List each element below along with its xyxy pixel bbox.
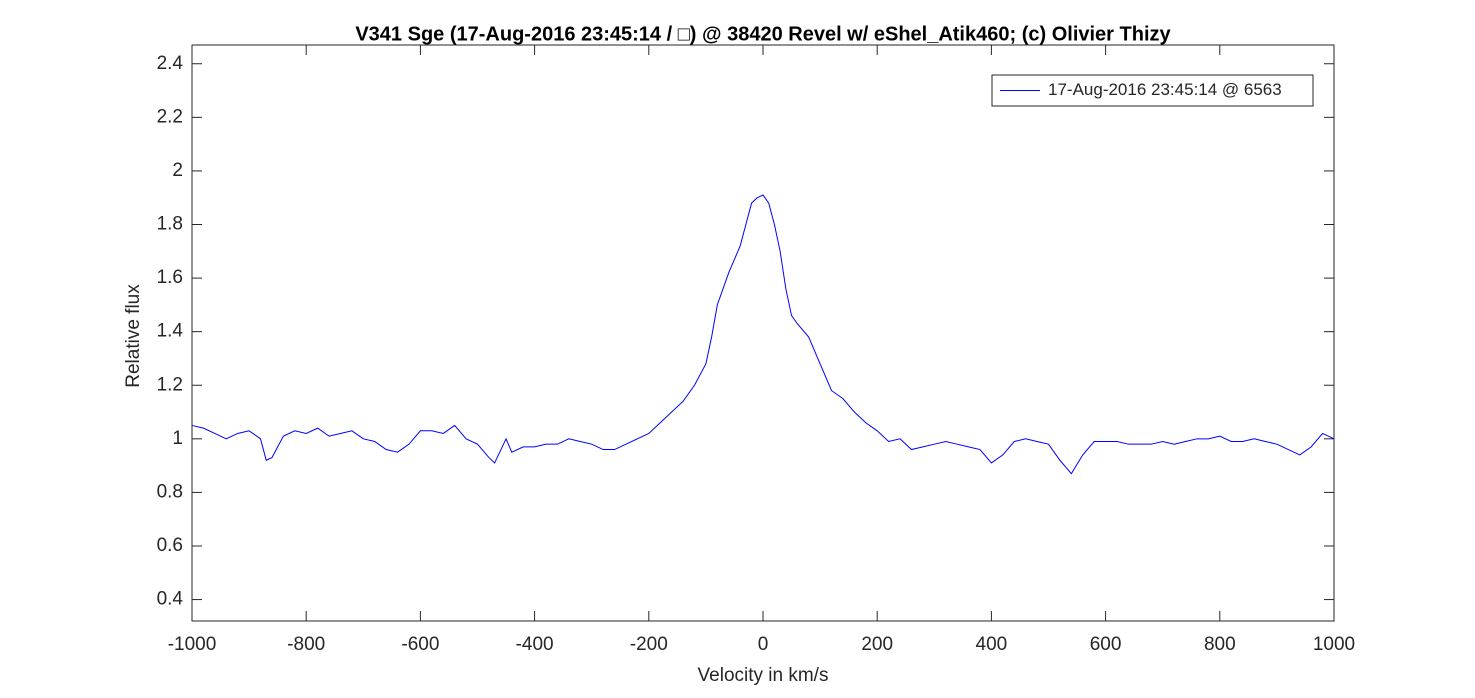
y-tick-label: 1 xyxy=(172,428,183,449)
y-tick-label: 2 xyxy=(172,160,183,181)
x-tick-label: -1000 xyxy=(168,634,217,655)
y-tick-label: 0.8 xyxy=(157,481,183,502)
x-axis-label: Velocity in km/s xyxy=(698,665,829,686)
x-tick-label: -400 xyxy=(516,634,554,655)
x-tick-label: 0 xyxy=(758,634,769,655)
data-line xyxy=(191,194,1335,475)
plot-frame xyxy=(191,44,1335,622)
chart-title: V341 Sge (17-Aug-2016 23:45:14 / □) @ 38… xyxy=(355,23,1171,45)
y-tick-label: 1.2 xyxy=(157,374,183,395)
y-tick-label: 2.4 xyxy=(157,53,184,74)
y-tick-label: 2.2 xyxy=(157,106,183,127)
x-tick-label: -200 xyxy=(630,634,668,655)
legend-label: 17-Aug-2016 23:45:14 @ 6563 xyxy=(1048,80,1282,99)
y-tick-label: 1.4 xyxy=(157,321,184,342)
y-tick-label: 1.6 xyxy=(157,267,183,288)
x-tick-label: 600 xyxy=(1090,634,1122,655)
x-tick-label: 200 xyxy=(861,634,893,655)
x-tick-label: 400 xyxy=(976,634,1008,655)
y-tick-label: 0.6 xyxy=(157,535,183,556)
x-tick-label: 800 xyxy=(1204,634,1236,655)
y-axis-label: Relative flux xyxy=(123,284,144,388)
x-tick-label: 1000 xyxy=(1313,634,1355,655)
y-tick-label: 1.8 xyxy=(157,214,183,235)
legend-box xyxy=(991,74,1314,107)
y-tick-label: 0.4 xyxy=(157,589,184,610)
x-tick-label: -800 xyxy=(287,634,325,655)
x-tick-label: -600 xyxy=(401,634,439,655)
